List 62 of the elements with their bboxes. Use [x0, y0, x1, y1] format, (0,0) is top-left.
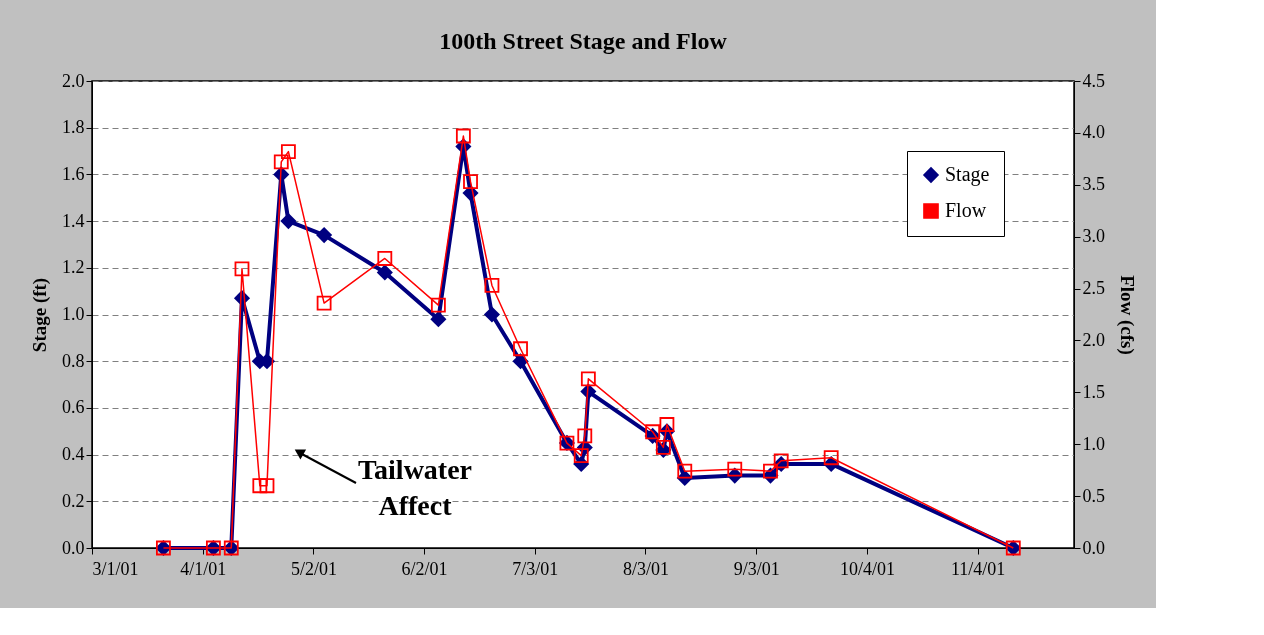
- legend-label: Flow: [945, 199, 987, 221]
- y-tick-label: 0.8: [62, 350, 85, 371]
- x-tick-label: 9/3/01: [733, 558, 780, 579]
- y-tick-label: 0.6: [62, 397, 85, 418]
- x-tick-label: 10/4/01: [839, 558, 895, 579]
- point: [376, 264, 393, 281]
- x-tick-label: 3/1/01: [92, 558, 139, 579]
- point: [573, 448, 589, 464]
- y-tick-label: 1.2: [62, 257, 85, 278]
- y-tick-label: 2.0: [62, 70, 85, 91]
- point: [463, 174, 478, 190]
- y-tick-label: 1.4: [62, 210, 85, 231]
- point: [763, 463, 778, 479]
- annotation: Tailwater Affect: [357, 454, 473, 521]
- point: [252, 478, 268, 494]
- point: [234, 261, 250, 277]
- y-tick-label: 1.8: [62, 117, 85, 138]
- point: [280, 144, 296, 159]
- y2-tick-label: 1.0: [1082, 433, 1105, 454]
- point: [377, 251, 393, 266]
- y2-tick-label: 4.0: [1082, 122, 1105, 143]
- y2-tick-label: 3.5: [1082, 174, 1105, 195]
- y2-tick-label: 2.5: [1082, 278, 1105, 299]
- y2-tick-label: 0.0: [1082, 537, 1105, 558]
- point: [645, 424, 661, 440]
- y-tick-label: 1.0: [62, 304, 85, 324]
- x-tick-label: 7/3/01: [512, 558, 559, 579]
- point: [280, 213, 297, 230]
- y-axis-title: Stage (ft): [29, 277, 51, 353]
- point: [577, 428, 593, 444]
- point: [727, 461, 743, 477]
- y2-tick-label: 3.0: [1082, 226, 1105, 247]
- point: [513, 341, 528, 357]
- x-tick-label: 5/2/01: [290, 558, 337, 579]
- y-tick-label: 1.6: [62, 163, 85, 184]
- y-tick-label: 0.0: [62, 537, 85, 558]
- point: [677, 463, 693, 479]
- point: [483, 306, 500, 323]
- point: [273, 154, 289, 170]
- point: [316, 227, 333, 244]
- point: [823, 450, 839, 466]
- point: [455, 128, 471, 144]
- point: [316, 295, 332, 311]
- chart-title: 100th Street Stage and Flow: [439, 28, 728, 54]
- point: [659, 417, 675, 432]
- y2-tick-label: 4.5: [1082, 70, 1105, 91]
- y-tick-label: 0.2: [62, 490, 85, 511]
- y2-tick-label: 2.0: [1082, 329, 1105, 350]
- y-tick-label: 0.4: [62, 444, 85, 465]
- y2-tick-label: 1.5: [1082, 381, 1105, 402]
- x-tick-label: 8/3/01: [622, 558, 669, 579]
- point: [484, 278, 500, 293]
- x-tick-label: 6/2/01: [401, 558, 448, 579]
- y2-axis-title: Flow (cfs): [1116, 275, 1138, 355]
- point: [430, 297, 446, 313]
- legend-label: Stage: [945, 163, 990, 186]
- x-tick-label: 11/4/01: [950, 558, 1006, 579]
- y2-tick-label: 0.5: [1082, 485, 1105, 506]
- point: [430, 311, 447, 328]
- x-tick-label: 4/1/01: [180, 558, 227, 579]
- point: [580, 371, 596, 387]
- point: [259, 478, 275, 494]
